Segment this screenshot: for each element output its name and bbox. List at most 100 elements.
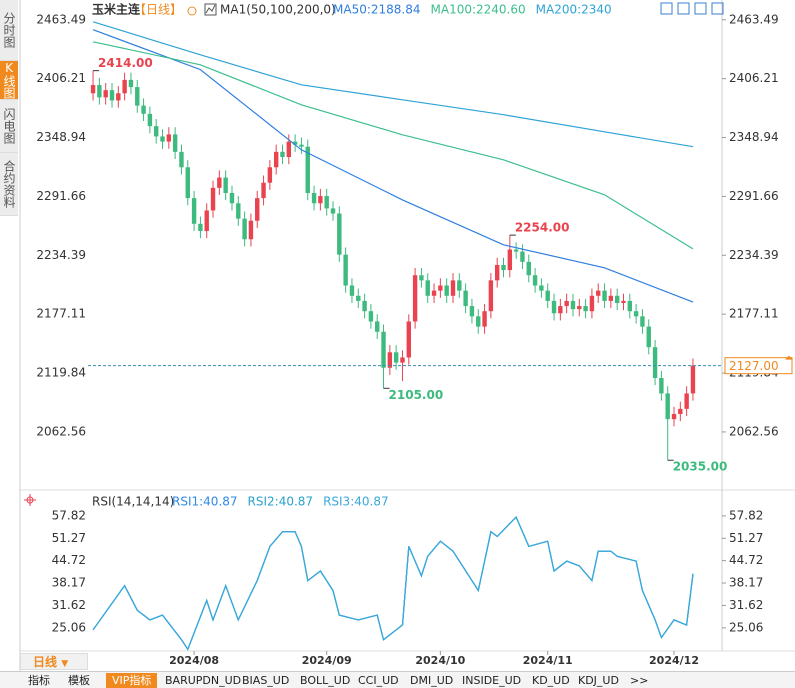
candle-body [128,79,134,88]
last-price-label: 2127.00 [729,359,779,373]
y-tick-label-left: 38.17 [52,576,86,590]
side-tab-active[interactable]: K线图 [0,61,18,100]
tool-icon[interactable] [660,2,673,15]
rsi-icon[interactable] [24,494,36,506]
candle-body [602,290,607,301]
add-icon[interactable] [187,6,197,16]
y-tick-label-left: 2348.94 [36,130,86,144]
candle-body [166,134,172,142]
y-tick-label-left: 2234.39 [36,248,86,262]
y-tick-label-right: 2177.11 [729,307,779,321]
candle-body [255,198,260,221]
candle-body [299,144,304,147]
rsi-title: RSI(14,14,14) [92,495,174,509]
indicator-tab[interactable]: KD_UD [532,674,570,687]
candle-body [646,326,651,348]
indicator-tab[interactable]: CCI_UD [358,674,399,687]
candle-body [280,151,285,157]
candle-body [463,290,468,307]
tool-icon[interactable] [677,2,690,15]
annotation-label: 2105.00 [389,388,444,402]
side-tab[interactable]: 分时图 [0,0,18,61]
y-tick-label-left: 2406.21 [36,71,86,85]
candle-body [191,198,197,224]
y-tick-label-right: 44.72 [729,553,763,567]
tool-icon[interactable] [694,2,707,15]
series-line [92,21,694,148]
y-tick-label-right: 2463.49 [729,12,779,26]
candle-body [109,90,115,101]
candle-body [185,167,190,199]
candle-body [690,365,696,394]
side-tab[interactable]: 闪电图 [0,100,18,153]
period-select[interactable]: 日线 ▼ [20,653,88,670]
y-tick-label-right: 2062.56 [729,424,779,438]
candle-body [608,295,614,301]
toolbar-icons [660,2,724,15]
candle-body [558,306,563,314]
candle-body [457,280,462,291]
indicator-tab[interactable]: BOLL_UD [300,674,351,687]
legend-entry: RSI2:40.87 [248,495,314,509]
tool-icon[interactable] [711,2,724,15]
candle-body [116,93,121,101]
annotation-label: 2414.00 [98,56,153,70]
candle-body [362,300,367,312]
candle-body [90,85,96,94]
indicator-tab[interactable]: BIAS_UD [242,674,290,687]
candle-body [513,249,519,252]
candle-body [261,182,266,199]
legend-entry: MA50:2188.84 [333,3,421,17]
chart-subtitle: 【日线】 [134,3,182,17]
candle-body [337,213,342,255]
legend-entry: MA200:2340 [536,3,612,17]
indicator-tab[interactable]: VIP指标 [106,673,158,688]
candle-body [330,208,336,214]
y-tick-label-right: 2291.66 [729,189,779,203]
x-tick-label: 2024/08 [169,654,219,667]
candle-body [507,249,513,271]
indicator-icon[interactable] [204,3,217,16]
indicator-tab[interactable]: DMI_UD [410,674,454,687]
candle-body [318,196,323,204]
candle-body [633,311,639,317]
tab-bar: 指标 模板 VIP指标 BARUPDN_UD BIAS_UD BOLL_UD CCI_UD D… [0,671,795,688]
candle-body [387,352,393,368]
side-tab[interactable]: 合约资料 [0,153,18,216]
candle-body [198,223,203,232]
candle-body [400,357,405,363]
candle-body [204,210,209,232]
y-tick-label-left: 25.06 [52,620,86,634]
indicator-tab[interactable]: 模板 [68,674,90,687]
candle-body [583,306,588,312]
candle-body [577,306,582,310]
y-tick-label-left: 44.72 [52,553,86,567]
candle-body [671,413,677,420]
candle-body [223,177,228,193]
indicator-tab[interactable]: KDJ_UD [578,674,619,687]
y-tick-label-right: 38.17 [729,576,763,590]
candle-body [273,151,279,168]
indicator-tab[interactable]: >> [630,674,649,687]
indicator-tab[interactable]: 指标 [28,674,50,687]
indicator-tab[interactable]: BARUPDN_UD [165,674,242,687]
y-tick-label-left: 2119.84 [36,366,86,380]
candle-body [292,141,298,145]
candle-body [343,254,348,286]
candle-body [97,85,102,98]
candle-body [368,311,374,322]
candle-body [147,113,153,127]
candle-body [494,264,500,281]
candle-body [627,300,633,312]
candle-body [469,306,475,317]
indicator-tab[interactable]: INSIDE_UD [462,674,522,687]
y-tick-label-right: 51.27 [729,531,763,545]
y-tick-label-left: 57.82 [52,508,86,522]
x-tick-label: 2024/10 [415,654,465,667]
candle-body [356,295,361,301]
series-line [92,41,694,250]
candle-body [406,321,411,358]
candle-body [141,105,146,114]
